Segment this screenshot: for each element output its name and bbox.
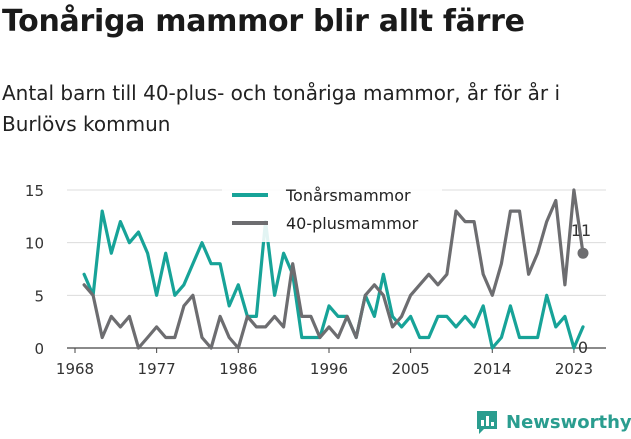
y-axis: 0 5 10 15: [25, 182, 44, 358]
x-tick-label: 1996: [310, 360, 348, 378]
legend-label: Tonårsmammor: [285, 186, 411, 205]
y-tick-label: 15: [25, 182, 44, 200]
newsworthy-logo-icon: [477, 411, 497, 434]
series-line-Tonårsmammor: [82, 209, 585, 350]
legend-background: [222, 180, 442, 242]
x-axis: 1968 1977 1986 1996 2005 2014 2023: [56, 348, 593, 378]
series-line-40-plusmammor: [82, 188, 585, 350]
legend: Tonårsmammor 40-plusmammor: [222, 180, 442, 242]
end-labels: 0 11: [571, 221, 591, 357]
newsworthy-logo: Newsworthy: [475, 408, 631, 436]
y-tick-label: 0: [34, 340, 44, 358]
chart-subtitle: Antal barn till 40-plus- och tonåriga ma…: [2, 81, 561, 136]
brand-name: Newsworthy: [506, 411, 631, 433]
x-tick-label: 2005: [392, 360, 430, 378]
y-tick-label: 10: [25, 235, 44, 253]
y-tick-label: 5: [34, 287, 44, 305]
series-lines: [82, 188, 585, 350]
x-tick-label: 1977: [138, 360, 176, 378]
x-tick-label: 2023: [555, 360, 593, 378]
x-tick-label: 1968: [56, 360, 94, 378]
end-point: [577, 247, 589, 259]
legend-label: 40-plusmammor: [286, 214, 419, 233]
end-value-label: 0: [578, 338, 588, 357]
end-value-label: 11: [571, 221, 591, 240]
x-tick-label: 2014: [473, 360, 511, 378]
chart-title: Tonåriga mammor blir allt färre: [2, 4, 525, 39]
x-tick-label: 1986: [219, 360, 257, 378]
